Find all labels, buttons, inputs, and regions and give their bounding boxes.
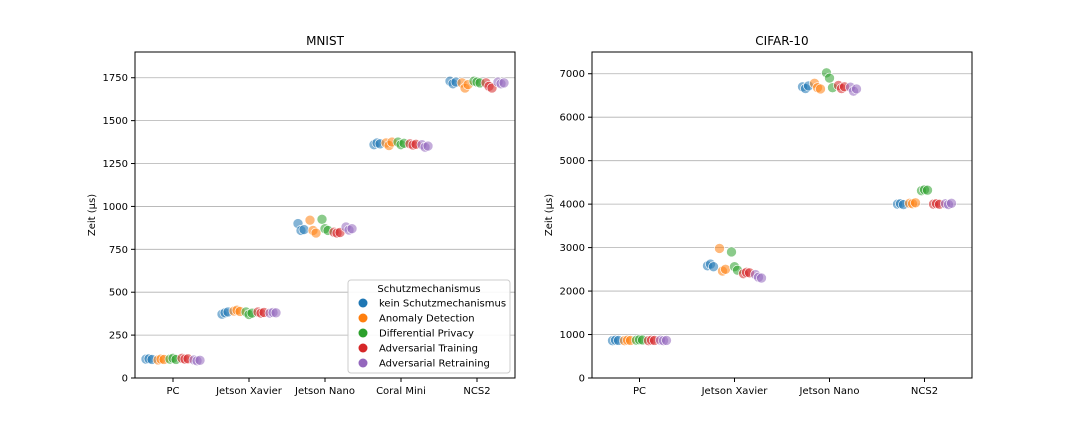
y-tick-label: 500	[109, 288, 128, 299]
y-tick-label: 7000	[560, 69, 585, 80]
y-tick-label: 5000	[560, 156, 585, 167]
y-tick-label: 1000	[560, 330, 585, 341]
legend-title: Schutzmechanismus	[377, 284, 480, 295]
x-tick-label: PC	[166, 386, 179, 397]
legend-entry-label: Adversarial Training	[379, 344, 478, 355]
x-tick-label: Jetson Nano	[294, 386, 355, 397]
data-point	[910, 197, 921, 209]
data-point	[316, 213, 328, 225]
x-tick-label: NCS2	[463, 386, 490, 397]
data-point	[720, 264, 731, 275]
data-point	[194, 355, 206, 366]
chart-title: MNIST	[306, 34, 344, 48]
plot-frame	[591, 51, 973, 379]
data-point	[498, 77, 510, 89]
x-tick-label: Coral Mini	[376, 386, 426, 397]
legend-entry-label: kein Schutzmechanismus	[379, 299, 506, 310]
data-point	[422, 140, 434, 152]
data-point	[310, 227, 322, 239]
data-point	[708, 261, 719, 273]
legend-box	[347, 279, 511, 374]
data-point	[270, 307, 282, 319]
data-point	[756, 272, 767, 284]
data-point	[304, 214, 316, 226]
data-point	[815, 83, 826, 95]
y-tick-label: 1250	[103, 159, 128, 170]
legend: Schutzmechanismus kein Schutzmechanismus A…	[347, 279, 511, 374]
x-tick-label: Jetson Nano	[799, 386, 860, 397]
y-tick-label: 750	[109, 245, 128, 256]
y-tick-label: 1750	[103, 73, 128, 84]
data-point	[824, 72, 835, 84]
legend-marker	[358, 328, 368, 338]
legend-marker	[358, 358, 368, 368]
y-tick-label: 0	[122, 374, 128, 385]
y-tick-label: 6000	[560, 113, 585, 124]
data-point	[851, 83, 862, 95]
y-tick-label: 0	[579, 374, 585, 385]
legend-entry-label: Differential Privacy	[379, 329, 474, 340]
x-tick-label: Jetson Xavier	[701, 386, 769, 397]
cifar10-panel: 0 1000 2000 3000 4000 5000 6000 7000 PC Jetson Xa…	[544, 34, 973, 397]
x-tick-label: PC	[633, 386, 646, 397]
y-tick-label: 250	[109, 331, 128, 342]
legend-marker	[358, 343, 368, 353]
chart-title: CIFAR-10	[755, 34, 808, 48]
x-tick-label: Jetson Xavier	[215, 386, 283, 397]
y-tick-label: 1500	[103, 116, 128, 127]
y-tick-label: 4000	[560, 200, 585, 211]
legend-marker	[358, 313, 368, 323]
data-point	[922, 184, 933, 196]
x-tick-label: NCS2	[911, 386, 938, 397]
data-point	[661, 335, 672, 346]
data-point	[298, 224, 310, 235]
legend-entry-label: Anomaly Detection	[379, 314, 475, 325]
data-point	[346, 223, 358, 235]
data-point	[946, 197, 957, 209]
y-tick-label: 1000	[103, 202, 128, 213]
mnist-panel: 0 250 500 750 1000 1250 1500 1750 PC Jetson Xavie…	[87, 34, 516, 397]
y-axis-label: Zeit (μs)	[544, 194, 555, 236]
y-axis-label: Zeit (μs)	[87, 194, 98, 236]
data-point	[726, 246, 737, 258]
data-point	[714, 243, 725, 254]
legend-marker	[358, 298, 368, 308]
y-tick-label: 2000	[560, 287, 585, 298]
y-tick-label: 3000	[560, 243, 585, 254]
legend-entry-label: Adversarial Retraining	[379, 359, 490, 370]
